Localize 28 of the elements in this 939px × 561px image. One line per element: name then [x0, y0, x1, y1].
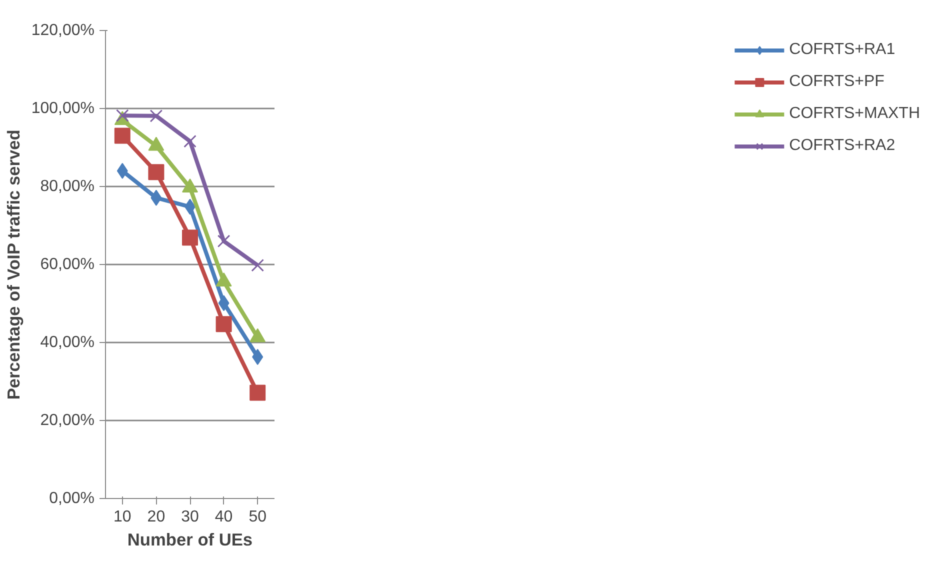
x-tick-label: 10 [114, 508, 132, 526]
x-tick-label: 50 [248, 508, 267, 526]
point [182, 230, 198, 246]
y-tick-label: 0,00% [49, 490, 95, 507]
legend-label: COFRTS+RA2 [789, 137, 896, 155]
point [217, 234, 230, 248]
x-tick-label: 20 [147, 508, 166, 526]
point [116, 109, 129, 122]
y-tick-label: 80,00% [40, 178, 94, 195]
point [184, 134, 196, 148]
x-tick-label: 40 [214, 508, 233, 526]
y-tick-label: 60,00% [40, 256, 94, 273]
x-tick-label: 30 [181, 508, 199, 526]
y-tick-label: 20,00% [40, 412, 94, 429]
y-tick-label: 100,00% [31, 100, 95, 117]
y-tick-label: 40,00% [40, 334, 94, 351]
point [150, 110, 163, 122]
point [250, 384, 266, 401]
legend-label: COFRTS+PF [789, 73, 884, 91]
x-axis-title: Number of UEs [127, 530, 253, 550]
point [251, 258, 264, 272]
point [148, 164, 164, 180]
legend-label: COFRTS+RA1 [789, 41, 896, 59]
point [216, 316, 232, 332]
legend-label: COFRTS+MAXTH [789, 105, 920, 123]
y-tick-label: 120,00% [31, 22, 95, 39]
y-axis-title: Percentage of VoIP traffic served [3, 130, 24, 400]
point [114, 128, 130, 144]
